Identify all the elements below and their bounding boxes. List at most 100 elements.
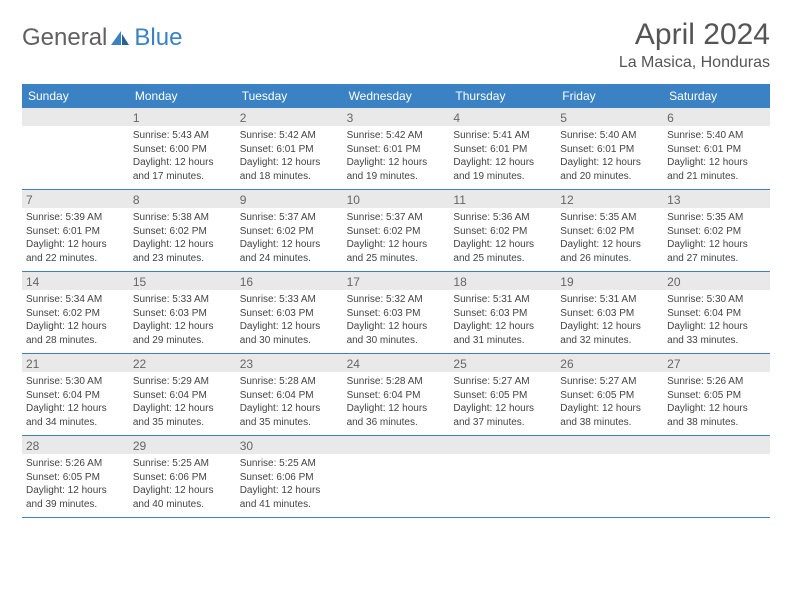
sunset-text: Sunset: 6:05 PM	[667, 389, 766, 403]
day-header-mon: Monday	[129, 84, 236, 108]
sunrise-text: Sunrise: 5:35 AM	[560, 211, 659, 225]
day-cell: 10Sunrise: 5:37 AMSunset: 6:02 PMDayligh…	[343, 190, 450, 271]
sunrise-text: Sunrise: 5:33 AM	[240, 293, 339, 307]
sunset-text: Sunset: 6:02 PM	[667, 225, 766, 239]
day-header-thu: Thursday	[449, 84, 556, 108]
day-number	[22, 108, 129, 126]
sunset-text: Sunset: 6:01 PM	[560, 143, 659, 157]
weeks-container: 1Sunrise: 5:43 AMSunset: 6:00 PMDaylight…	[22, 108, 770, 518]
day-number: 11	[449, 190, 556, 208]
sunrise-text: Sunrise: 5:34 AM	[26, 293, 125, 307]
title-block: April 2024 La Masica, Honduras	[619, 18, 770, 72]
daylight-text: Daylight: 12 hours and 19 minutes.	[453, 156, 552, 183]
day-number	[663, 436, 770, 454]
day-cell: 28 Sunrise: 5:26 AMSunset: 6:05 PMDayligh…	[22, 436, 129, 517]
daylight-text: Daylight: 12 hours and 38 minutes.	[560, 402, 659, 429]
day-number: 29	[129, 436, 236, 454]
day-cell: 17Sunrise: 5:32 AMSunset: 6:03 PMDayligh…	[343, 272, 450, 353]
day-number	[343, 436, 450, 454]
day-cell: 30Sunrise: 5:25 AMSunset: 6:06 PMDayligh…	[236, 436, 343, 517]
day-cell: 25Sunrise: 5:27 AMSunset: 6:05 PMDayligh…	[449, 354, 556, 435]
logo: General Blue	[22, 24, 182, 52]
day-number: 24	[343, 354, 450, 372]
sunrise-text: Sunrise: 5:32 AM	[347, 293, 446, 307]
daylight-text: Daylight: 12 hours and 25 minutes.	[453, 238, 552, 265]
location: La Masica, Honduras	[619, 54, 770, 72]
daylight-text: Daylight: 12 hours and 29 minutes.	[133, 320, 232, 347]
day-cell: 21Sunrise: 5:30 AMSunset: 6:04 PMDayligh…	[22, 354, 129, 435]
week-row: 28 Sunrise: 5:26 AMSunset: 6:05 PMDayligh…	[22, 436, 770, 518]
sunrise-text: Sunrise: 5:42 AM	[240, 129, 339, 143]
day-number: 3	[343, 108, 450, 126]
day-number: 14	[22, 272, 129, 290]
day-number: 7	[22, 190, 129, 208]
day-cell: 2Sunrise: 5:42 AMSunset: 6:01 PMDaylight…	[236, 108, 343, 189]
sunset-text: Sunset: 6:02 PM	[133, 225, 232, 239]
daylight-text: Daylight: 12 hours and 36 minutes.	[347, 402, 446, 429]
daylight-text: Daylight: 12 hours and 39 minutes.	[26, 484, 125, 511]
sunrise-text: Sunrise: 5:25 AM	[133, 457, 232, 471]
day-cell: 29Sunrise: 5:25 AMSunset: 6:06 PMDayligh…	[129, 436, 236, 517]
sunrise-text: Sunrise: 5:40 AM	[667, 129, 766, 143]
day-cell: 7Sunrise: 5:39 AMSunset: 6:01 PMDaylight…	[22, 190, 129, 271]
day-cell: 6Sunrise: 5:40 AMSunset: 6:01 PMDaylight…	[663, 108, 770, 189]
day-header-sun: Sunday	[22, 84, 129, 108]
day-number: 28	[22, 436, 129, 454]
calendar: Sunday Monday Tuesday Wednesday Thursday…	[22, 84, 770, 518]
sunrise-text: Sunrise: 5:31 AM	[453, 293, 552, 307]
sunset-text: Sunset: 6:01 PM	[26, 225, 125, 239]
day-number: 1	[129, 108, 236, 126]
sunset-text: Sunset: 6:05 PM	[26, 471, 125, 485]
day-number: 6	[663, 108, 770, 126]
header: General Blue April 2024 La Masica, Hondu…	[22, 18, 770, 72]
logo-text-general: General	[22, 24, 107, 52]
day-header-sat: Saturday	[663, 84, 770, 108]
day-headers: Sunday Monday Tuesday Wednesday Thursday…	[22, 84, 770, 108]
sunrise-text: Sunrise: 5:33 AM	[133, 293, 232, 307]
day-number: 15	[129, 272, 236, 290]
sunrise-text: Sunrise: 5:40 AM	[560, 129, 659, 143]
sunset-text: Sunset: 6:04 PM	[240, 389, 339, 403]
day-cell: 11Sunrise: 5:36 AMSunset: 6:02 PMDayligh…	[449, 190, 556, 271]
sunrise-text: Sunrise: 5:30 AM	[26, 375, 125, 389]
sunset-text: Sunset: 6:04 PM	[667, 307, 766, 321]
day-number: 8	[129, 190, 236, 208]
month-title: April 2024	[619, 18, 770, 52]
sunset-text: Sunset: 6:06 PM	[240, 471, 339, 485]
sunrise-text: Sunrise: 5:28 AM	[347, 375, 446, 389]
daylight-text: Daylight: 12 hours and 27 minutes.	[667, 238, 766, 265]
sunrise-text: Sunrise: 5:25 AM	[240, 457, 339, 471]
sunset-text: Sunset: 6:01 PM	[347, 143, 446, 157]
sunrise-text: Sunrise: 5:42 AM	[347, 129, 446, 143]
sunset-text: Sunset: 6:00 PM	[133, 143, 232, 157]
day-cell	[556, 436, 663, 517]
day-number: 19	[556, 272, 663, 290]
sunrise-text: Sunrise: 5:27 AM	[560, 375, 659, 389]
sunrise-text: Sunrise: 5:38 AM	[133, 211, 232, 225]
week-row: 21Sunrise: 5:30 AMSunset: 6:04 PMDayligh…	[22, 354, 770, 436]
daylight-text: Daylight: 12 hours and 19 minutes.	[347, 156, 446, 183]
sunrise-text: Sunrise: 5:39 AM	[26, 211, 125, 225]
day-number: 12	[556, 190, 663, 208]
day-cell	[663, 436, 770, 517]
sunrise-text: Sunrise: 5:26 AM	[26, 457, 125, 471]
sunset-text: Sunset: 6:04 PM	[26, 389, 125, 403]
day-number: 30	[236, 436, 343, 454]
day-number: 4	[449, 108, 556, 126]
day-number: 22	[129, 354, 236, 372]
sunrise-text: Sunrise: 5:35 AM	[667, 211, 766, 225]
sunrise-text: Sunrise: 5:28 AM	[240, 375, 339, 389]
day-cell: 8Sunrise: 5:38 AMSunset: 6:02 PMDaylight…	[129, 190, 236, 271]
sunset-text: Sunset: 6:02 PM	[240, 225, 339, 239]
day-cell: 24Sunrise: 5:28 AMSunset: 6:04 PMDayligh…	[343, 354, 450, 435]
day-cell: 26Sunrise: 5:27 AMSunset: 6:05 PMDayligh…	[556, 354, 663, 435]
day-cell: 1Sunrise: 5:43 AMSunset: 6:00 PMDaylight…	[129, 108, 236, 189]
daylight-text: Daylight: 12 hours and 28 minutes.	[26, 320, 125, 347]
sunrise-text: Sunrise: 5:26 AM	[667, 375, 766, 389]
day-cell: 18Sunrise: 5:31 AMSunset: 6:03 PMDayligh…	[449, 272, 556, 353]
day-cell: 12Sunrise: 5:35 AMSunset: 6:02 PMDayligh…	[556, 190, 663, 271]
sunset-text: Sunset: 6:03 PM	[560, 307, 659, 321]
day-cell: 16Sunrise: 5:33 AMSunset: 6:03 PMDayligh…	[236, 272, 343, 353]
day-cell	[22, 108, 129, 189]
day-cell: 23Sunrise: 5:28 AMSunset: 6:04 PMDayligh…	[236, 354, 343, 435]
